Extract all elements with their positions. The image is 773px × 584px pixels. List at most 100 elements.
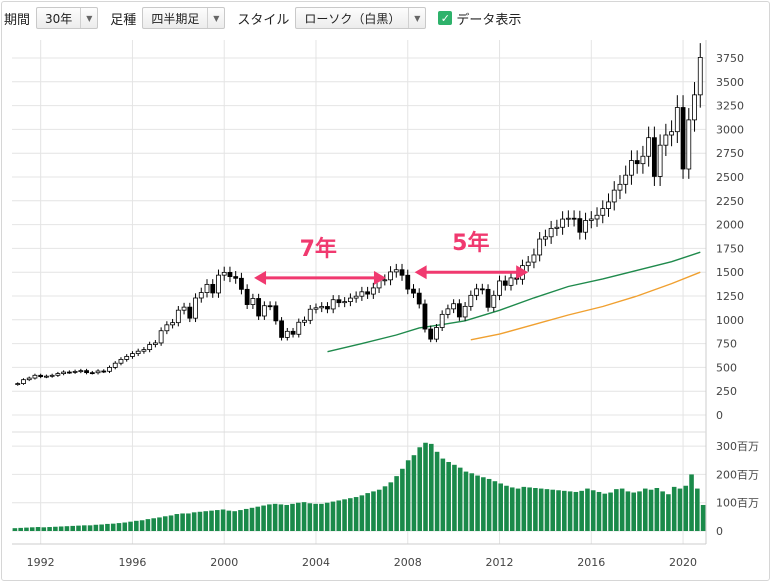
- candle-down: [479, 288, 485, 291]
- candle-up: [629, 160, 634, 176]
- year-tick-label: 2004: [302, 556, 330, 569]
- candle-down: [101, 370, 107, 373]
- price-tick-label: 1000: [716, 314, 744, 327]
- candle-up: [508, 277, 514, 286]
- candle-down: [290, 330, 296, 335]
- volume-bar: [417, 447, 423, 531]
- long-moving-average-line: [327, 251, 701, 353]
- volume-tick-label: 100百万: [716, 497, 759, 510]
- price-tick-label: 1500: [716, 266, 744, 279]
- volume-bar: [446, 461, 451, 531]
- candle-up: [78, 370, 84, 373]
- volume-bar: [573, 491, 579, 531]
- left-span-arrow-head-right: [373, 270, 386, 285]
- candle-down: [38, 374, 44, 378]
- candle-up: [606, 201, 611, 210]
- volume-bar: [128, 521, 133, 531]
- candle-up: [353, 295, 359, 299]
- volume-bar: [648, 489, 654, 531]
- candle-up: [600, 208, 606, 216]
- candle-down: [405, 274, 411, 290]
- price-tick-label: 750: [716, 338, 737, 351]
- volume-bar: [562, 490, 567, 531]
- volume-bar: [429, 443, 434, 531]
- volume-bar: [249, 507, 255, 531]
- volume-bar: [625, 491, 631, 531]
- candle-up: [491, 294, 497, 308]
- volume-bar: [660, 491, 665, 531]
- candle-up: [451, 303, 457, 310]
- candle-up: [565, 217, 571, 220]
- data-display-label: データ表示: [456, 12, 522, 28]
- candle-down: [399, 269, 405, 276]
- volume-bar: [105, 523, 110, 531]
- price-tick-label: 2250: [716, 195, 744, 208]
- candle-down: [680, 107, 686, 170]
- data-display-checkbox[interactable]: ✓: [438, 11, 453, 25]
- style-select[interactable]: ローソク（白黒） ▼: [295, 7, 427, 29]
- volume-bar: [267, 504, 272, 531]
- volume-bar: [209, 510, 214, 531]
- year-tick-label: 2020: [669, 556, 697, 569]
- period-select[interactable]: 30年 ▼: [36, 7, 99, 29]
- moving-average-lines: [327, 251, 701, 353]
- candle-up: [216, 274, 221, 294]
- candle-up: [319, 306, 325, 309]
- axis-labels: 0 250 500 750 1000 1250 1500 1750 2000 2250 2500 27…: [27, 52, 759, 569]
- chevron-down-icon: ▼: [207, 8, 224, 28]
- right-span-label: 5年: [452, 230, 489, 256]
- period-label: 期間: [4, 12, 31, 28]
- volume-bar: [226, 510, 232, 531]
- bar-type-select[interactable]: 四半期足 ▼: [142, 7, 226, 29]
- volume-bar: [631, 492, 636, 531]
- candle-down: [485, 288, 491, 308]
- candle-up: [623, 174, 629, 185]
- volume-bar: [492, 481, 498, 531]
- candle-down: [256, 298, 262, 317]
- candle-up: [692, 94, 697, 121]
- volume-bar: [232, 511, 237, 531]
- volume-bar: [24, 527, 29, 531]
- volume-bar: [53, 526, 58, 531]
- volume-bar: [41, 527, 47, 531]
- style-label: スタイル: [237, 12, 290, 28]
- candle-down: [239, 277, 244, 290]
- volume-bar: [457, 467, 463, 531]
- chevron-down-icon: ▼: [80, 8, 97, 28]
- candle-down: [502, 280, 508, 286]
- candle-up: [669, 131, 674, 136]
- candle-up: [158, 330, 164, 344]
- candle-up: [141, 349, 147, 352]
- volume-bar: [544, 489, 550, 531]
- candle-up: [107, 366, 112, 372]
- candle-up: [663, 134, 669, 146]
- candle-down: [428, 328, 434, 340]
- volume-bar: [371, 491, 376, 531]
- volume-bar: [394, 476, 399, 531]
- bar-type-select-value: 四半期足: [151, 11, 200, 26]
- candle-up: [118, 359, 124, 364]
- candle-up: [525, 261, 531, 267]
- right-span-arrow-head-left: [414, 265, 427, 280]
- candle-up: [250, 298, 256, 305]
- volume-bar: [689, 474, 694, 531]
- volume-bar: [145, 519, 151, 531]
- volume-bar: [93, 524, 99, 531]
- volume-bar: [585, 488, 590, 531]
- volume-bar: [376, 489, 382, 531]
- volume-bar: [99, 524, 104, 531]
- volume-bar: [602, 493, 608, 531]
- volume-bar: [186, 513, 191, 531]
- year-tick-label: 2012: [486, 556, 514, 569]
- price-tick-label: 1250: [716, 290, 744, 303]
- candle-up: [554, 226, 560, 229]
- volume-bar: [110, 523, 116, 531]
- candle-up: [112, 362, 118, 368]
- chart-toolbar: 期間 30年 ▼ 足種 四半期足 ▼ スタイル ローソク（白黒） ▼ ✓ データ…: [4, 6, 521, 30]
- candle-up: [686, 119, 692, 170]
- volume-bar: [452, 464, 457, 531]
- volume-bar: [122, 522, 128, 531]
- candle-up: [474, 288, 479, 296]
- chart-grid: [12, 40, 707, 545]
- candle-up: [388, 271, 393, 281]
